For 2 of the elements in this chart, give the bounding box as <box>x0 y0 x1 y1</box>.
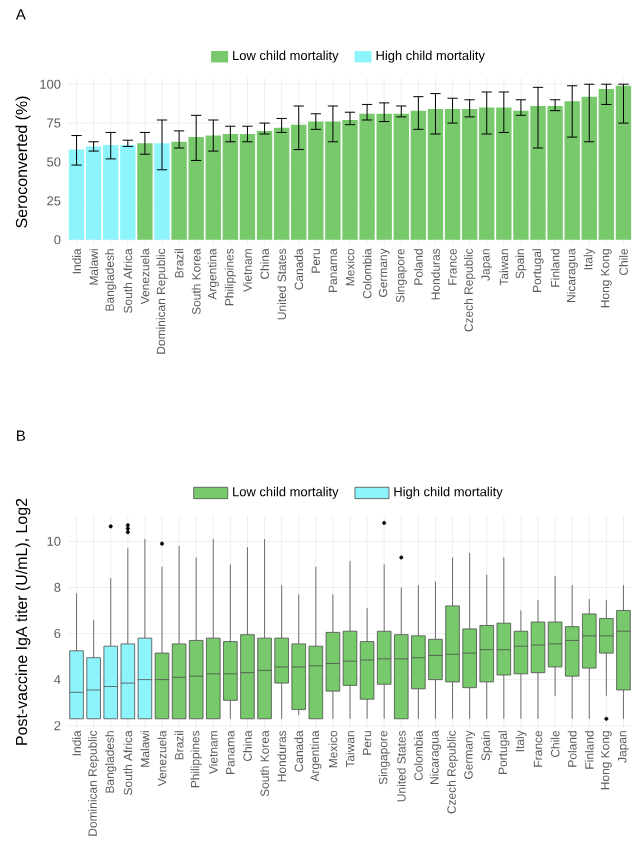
bar <box>154 143 170 240</box>
bar <box>137 143 153 240</box>
